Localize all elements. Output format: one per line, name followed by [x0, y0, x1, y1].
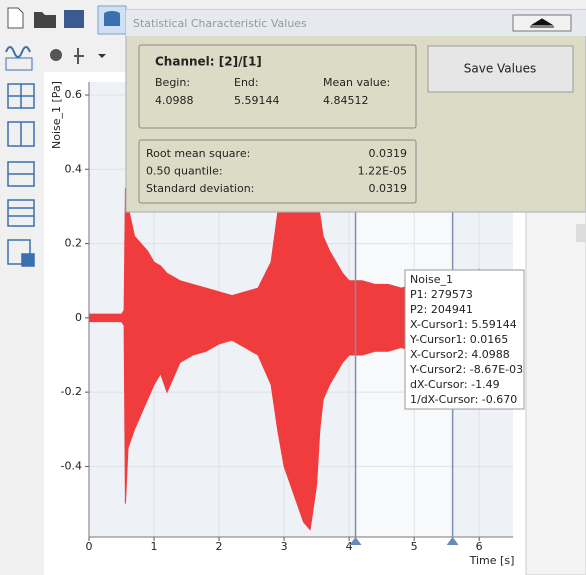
tooltip-title: Noise_1: [410, 273, 453, 286]
stats: Root mean square: 0.0319 0.50 quantile: 1.2…: [146, 147, 407, 195]
stat-value: 1.22E-05: [358, 165, 407, 178]
left-toolbar: [7, 83, 35, 267]
settings-icon[interactable]: [50, 49, 62, 61]
tooltip-line: X-Cursor1: 5.59144: [410, 318, 517, 331]
dropdown[interactable]: [98, 54, 106, 58]
dialog-title: Statistical Characteristic Values: [133, 17, 307, 30]
tooltip-line: X-Cursor2: 4.0988: [410, 348, 510, 361]
list-icon[interactable]: [7, 199, 35, 227]
y-tick-label: -0.4: [61, 459, 82, 472]
mean-label: Mean value:: [323, 76, 390, 89]
report-icon[interactable]: [7, 239, 31, 265]
tooltip-line: dX-Cursor: -1.49: [410, 378, 500, 391]
x-tick-label: 4: [346, 540, 353, 553]
begin-label: Begin:: [155, 76, 190, 89]
y-axis-label: Noise_1 [Pa]: [50, 81, 63, 149]
y-tick-label: 0: [75, 311, 82, 324]
cursor-handle: [446, 537, 459, 545]
tooltip-box: [404, 269, 525, 410]
x-tick-label: 1: [151, 540, 158, 553]
tooltip: Noise_1 P1: 279573 P2: 204941 X-Cursor1: 5…: [404, 269, 525, 410]
table-icon[interactable]: [5, 57, 33, 71]
dialog: Statistical Characteristic Values Channe…: [125, 9, 586, 213]
new-icon[interactable]: [7, 7, 24, 29]
channel-label: Channel: [2]/[1]: [155, 55, 262, 69]
x-tick-label: 6: [476, 540, 483, 553]
cursor-handle: [349, 537, 362, 545]
tooltip-line: P2: 204941: [410, 303, 473, 316]
x-tick-label: 0: [86, 540, 93, 553]
open-icon[interactable]: [34, 12, 56, 28]
stat-label: Standard deviation:: [146, 182, 254, 195]
end-label: End:: [234, 76, 259, 89]
x-axis-label: Time [s]: [469, 554, 515, 567]
dialog-frame: [125, 9, 586, 213]
y-tick-label: 0.4: [65, 162, 83, 175]
tooltip-line: Y-Cursor1: 0.0165: [409, 333, 508, 346]
stat-value: 0.0319: [369, 182, 408, 195]
tooltip-line: Y-Cursor2: -8.67E-03: [409, 363, 523, 376]
stat-label: Root mean square:: [146, 147, 250, 160]
tooltip-line: 1/dX-Cursor: -0.670: [410, 393, 517, 406]
y-tick-label: -0.2: [61, 385, 82, 398]
end-value: 5.59144: [234, 94, 280, 107]
collapse-icon: [530, 18, 554, 28]
y-tick-label: 0.6: [65, 88, 83, 101]
mean-value: 4.84512: [323, 94, 369, 107]
group-box: [138, 44, 417, 129]
cursor-icon[interactable]: [74, 48, 84, 64]
x-tick-label: 3: [281, 540, 288, 553]
begin-value: 4.0988: [155, 94, 194, 107]
sub-toolbar: [5, 46, 106, 71]
save-button-label[interactable]: Save Values: [464, 62, 536, 76]
side-panel: [525, 211, 586, 575]
y-tick-label: 0.2: [65, 237, 83, 250]
scrollbar[interactable]: [576, 224, 586, 242]
stat-label: 0.50 quantile:: [146, 165, 223, 178]
stat-value: 0.0319: [369, 147, 408, 160]
dialog-titlebar: [126, 10, 586, 36]
save-icon[interactable]: [64, 10, 84, 28]
tooltip-line: P1: 279573: [410, 288, 473, 301]
x-tick-label: 5: [411, 540, 418, 553]
x-tick-label: 2: [216, 540, 223, 553]
wave-icon[interactable]: [5, 46, 31, 58]
group-box: [138, 139, 417, 204]
save-button[interactable]: [427, 45, 574, 93]
